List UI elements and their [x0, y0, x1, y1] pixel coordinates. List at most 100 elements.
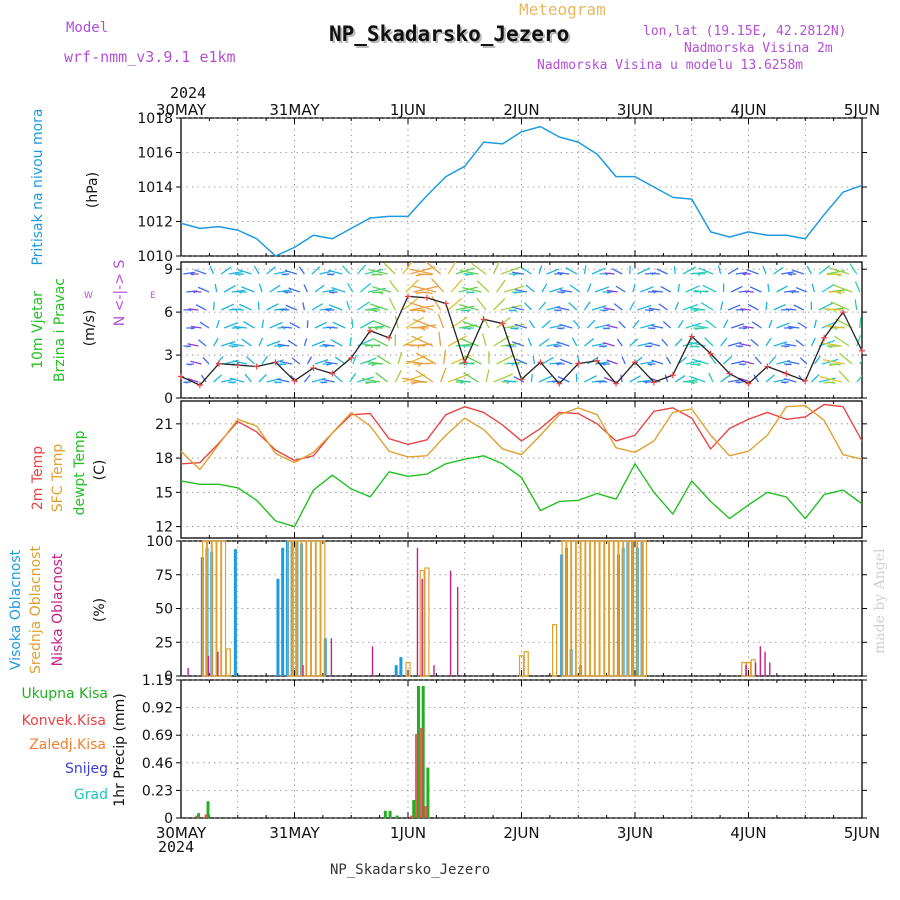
cloud-mid-bar: [424, 567, 430, 677]
wind-arrow: [744, 290, 754, 293]
gust-marker: [310, 364, 317, 371]
wind-arrow: [572, 319, 581, 329]
gust-marker: [272, 359, 279, 366]
wind-arrow: [741, 309, 744, 312]
wind-arrow: [773, 303, 786, 311]
x-date-label-bottom: 5JUN: [844, 824, 880, 842]
cloud-high-bar: [394, 665, 398, 676]
y-tick-label: 0: [164, 669, 173, 685]
wind-arrow: [632, 319, 640, 329]
wind-arrow: [352, 354, 358, 365]
wind-arrow: [514, 323, 528, 329]
wind-arrow: [606, 289, 618, 293]
wind-arrow: [649, 309, 653, 312]
cloud-mid-bar: [320, 540, 326, 677]
wind-arrow: [549, 324, 564, 329]
wind-arrow: [417, 345, 420, 349]
cloud-low-bar: [217, 651, 219, 676]
wind-arrow: [648, 342, 661, 347]
wind-arrow: [231, 345, 237, 348]
dewpt-line: [180, 455, 863, 528]
wind-arrow: [530, 373, 533, 383]
wind-arrow: [506, 381, 510, 385]
wind-arrow: [781, 271, 794, 275]
wind-arrow: [731, 360, 745, 365]
wind-arrow: [640, 286, 654, 293]
wind-arrow: [194, 269, 207, 275]
cloud-mid-bar: [641, 540, 648, 677]
wind-arrow: [202, 356, 210, 365]
wind-arrow: [496, 279, 506, 293]
wind-arrow: [360, 320, 375, 329]
wind-arrow: [431, 278, 445, 293]
cloud-low-bar: [456, 586, 459, 676]
precip-total-label: Ukupna Kisa: [21, 686, 108, 702]
gust-marker: [821, 334, 828, 341]
precip-conv-bar: [419, 728, 423, 818]
gust-marker: [348, 354, 355, 361]
wind-arrow: [314, 284, 325, 293]
wind-arrow: [730, 285, 743, 293]
wind-arrow: [258, 337, 264, 347]
wind-arrow: [559, 323, 573, 329]
wind-arrow: [569, 284, 581, 293]
wind-arrow: [743, 327, 747, 330]
wind-arrow: [603, 327, 611, 330]
precip-total-bar: [197, 813, 201, 818]
wind-arrow: [220, 266, 232, 275]
wind-arrow: [269, 284, 281, 293]
wind-arrow: [462, 321, 482, 329]
wind-arrow: [409, 268, 434, 275]
wind-arrow: [709, 354, 717, 365]
wind-arrow: [583, 265, 587, 275]
wind-arrow: [723, 319, 729, 329]
wind-arrow: [773, 266, 784, 275]
wind-arrow: [762, 265, 767, 275]
y-tick-label: 12: [155, 520, 173, 536]
wind-arrow: [776, 322, 790, 329]
wind-arrow: [693, 289, 709, 293]
wind-arrow: [797, 321, 808, 329]
wind-arrow: [819, 375, 842, 383]
wind-arrow: [278, 345, 282, 348]
wind-arrow: [500, 266, 522, 275]
wind-arrow: [689, 345, 698, 348]
wind-arrow: [212, 301, 215, 311]
wind-arrow: [274, 270, 289, 275]
wind-arrow: [538, 375, 552, 383]
wind-arrow: [596, 380, 608, 383]
gust-marker: [613, 380, 620, 387]
y-tick-label: 0.23: [142, 783, 173, 799]
wind-arrow: [410, 304, 435, 311]
wind-arrow: [818, 265, 831, 275]
cloud-mid-bar: [594, 540, 600, 677]
wind-arrow: [363, 343, 381, 347]
wind-arrow: [351, 318, 354, 329]
cloud-mid-bar: [301, 540, 307, 677]
wind-arrow: [528, 320, 535, 329]
wind-arrow: [739, 342, 751, 347]
wind-arrow: [411, 381, 419, 385]
wind-arrow: [266, 266, 277, 275]
wind-arrow: [241, 338, 252, 347]
wind-arrow: [496, 316, 511, 329]
wind-arrow: [229, 377, 245, 383]
wind-arrow: [257, 301, 260, 311]
y-tick-label: 15: [155, 485, 173, 501]
wind-arrow: [603, 376, 615, 383]
cloud-mid-bar: [220, 540, 227, 677]
wind-arrow: [463, 372, 479, 383]
x-date-label-top: 3JUN: [617, 101, 653, 119]
wind-arrow: [697, 273, 701, 277]
elevation-label: Nadmorska Visina 2m: [684, 41, 833, 56]
wind-arrow: [549, 287, 563, 293]
cloud-low-bar: [187, 667, 189, 676]
wind-arrow: [501, 304, 522, 311]
wind-arrow: [648, 307, 661, 311]
wind-arrow: [607, 291, 611, 294]
cloud-mid-bar: [618, 540, 624, 677]
wind-arrow: [303, 374, 311, 383]
wind-arrow: [291, 357, 301, 365]
wind-arrow: [586, 283, 592, 293]
wind-arrow: [698, 267, 714, 275]
